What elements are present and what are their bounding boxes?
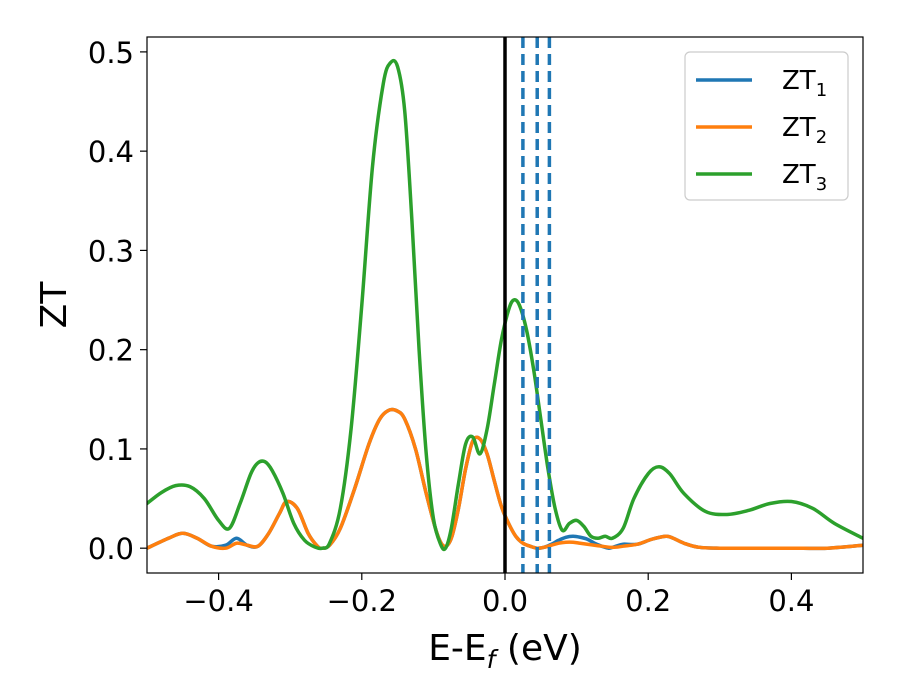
y-tick-label: 0.1 [88,433,134,467]
y-tick-label: 0.5 [88,36,134,70]
legend-label-zt3: ZT3 [782,160,827,195]
legend-label-zt2: ZT2 [782,113,827,148]
y-axis-title: ZT [34,281,75,329]
x-tick-label: 0.4 [768,584,814,618]
series-lines [147,58,863,552]
x-tick-label: −0.4 [183,584,253,618]
y-tick-label: 0.0 [88,532,134,566]
axis-labels: E-Ef (eV) ZT [34,281,582,674]
series-line-zt3 [147,58,863,552]
y-tick-label: 0.4 [88,135,134,169]
reference-lines [503,37,552,573]
legend-box [684,51,849,201]
series-line-zt2 [147,407,863,551]
y-tick-label: 0.2 [88,334,134,368]
y-tick-label: 0.3 [88,234,134,268]
x-axis-title: E-Ef (eV) [428,628,582,674]
legend-label-zt1: ZT1 [782,66,827,101]
x-tick-label: −0.2 [327,584,397,618]
legend: ZT1 ZT2 ZT3 [684,51,849,201]
axis-ticks: −0.4 −0.2 0.0 0.2 0.4 0.0 0.1 0.2 0.3 0.4 0.5 [88,36,815,618]
x-tick-label: 0.2 [625,584,671,618]
x-tick-label: 0.0 [482,584,528,618]
